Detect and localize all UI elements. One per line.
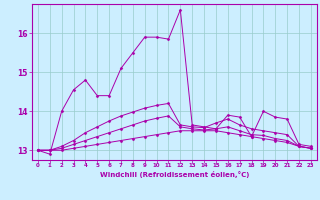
X-axis label: Windchill (Refroidissement éolien,°C): Windchill (Refroidissement éolien,°C) <box>100 171 249 178</box>
